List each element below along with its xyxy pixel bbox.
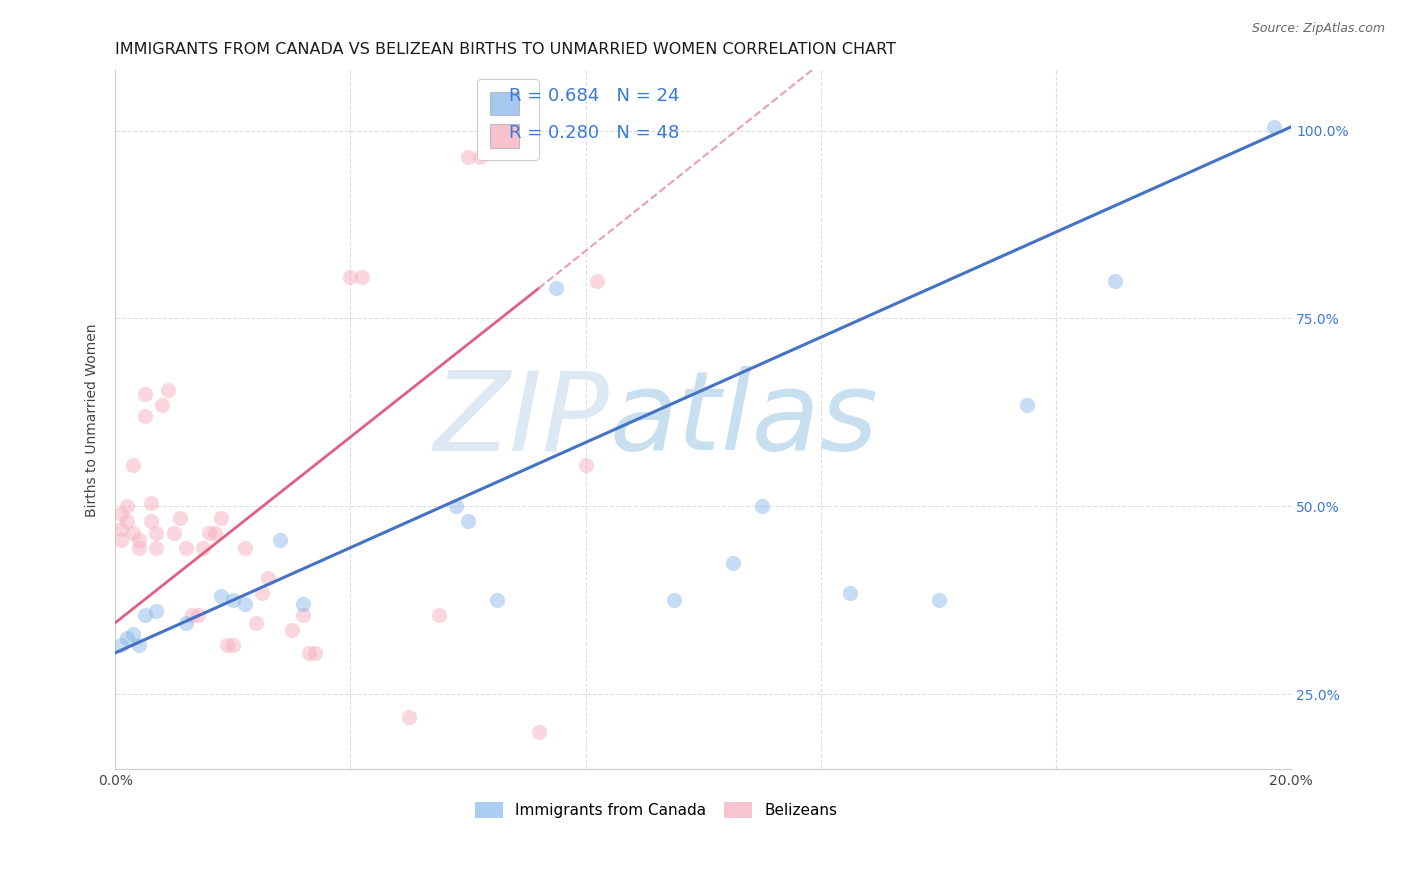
Point xyxy=(209,510,232,524)
Point xyxy=(187,608,209,623)
Point xyxy=(222,638,245,652)
Point xyxy=(516,135,538,149)
Point xyxy=(139,495,162,509)
Point xyxy=(180,608,202,623)
Point xyxy=(352,270,374,285)
Point xyxy=(233,597,256,611)
Point xyxy=(134,608,156,623)
Point xyxy=(204,525,226,540)
Point xyxy=(304,646,326,660)
Point xyxy=(110,638,132,652)
Point xyxy=(292,608,315,623)
Point xyxy=(245,615,267,630)
Point xyxy=(145,605,167,619)
Y-axis label: Births to Unmarried Women: Births to Unmarried Women xyxy=(86,323,100,516)
Point xyxy=(115,514,138,528)
Point xyxy=(134,386,156,401)
Text: atlas: atlas xyxy=(609,367,877,474)
Text: Source: ZipAtlas.com: Source: ZipAtlas.com xyxy=(1251,22,1385,36)
Point xyxy=(150,398,173,412)
Point xyxy=(222,593,245,607)
Text: R = 0.684   N = 24: R = 0.684 N = 24 xyxy=(509,87,679,105)
Point xyxy=(446,500,468,514)
Point xyxy=(427,608,450,623)
Point xyxy=(546,281,568,295)
Point xyxy=(586,274,609,288)
Point xyxy=(128,638,150,652)
Point xyxy=(145,541,167,555)
Point xyxy=(134,409,156,423)
Point xyxy=(209,590,232,604)
Point xyxy=(468,150,491,164)
Point xyxy=(751,500,773,514)
Point xyxy=(157,383,180,397)
Point xyxy=(163,525,186,540)
Point xyxy=(1104,274,1126,288)
Text: IMMIGRANTS FROM CANADA VS BELIZEAN BIRTHS TO UNMARRIED WOMEN CORRELATION CHART: IMMIGRANTS FROM CANADA VS BELIZEAN BIRTH… xyxy=(115,42,896,57)
Point xyxy=(292,597,315,611)
Legend: Immigrants from Canada, Belizeans: Immigrants from Canada, Belizeans xyxy=(470,796,844,824)
Point xyxy=(1263,120,1285,134)
Point xyxy=(115,631,138,645)
Point xyxy=(110,522,132,536)
Point xyxy=(457,150,479,164)
Point xyxy=(193,541,215,555)
Point xyxy=(1015,398,1038,412)
Point xyxy=(122,458,145,472)
Point xyxy=(110,507,132,521)
Point xyxy=(174,615,197,630)
Point xyxy=(280,624,302,638)
Point xyxy=(298,646,321,660)
Point xyxy=(839,585,862,599)
Point xyxy=(122,627,145,641)
Point xyxy=(721,556,744,570)
Point xyxy=(169,510,191,524)
Point xyxy=(928,593,950,607)
Point xyxy=(128,541,150,555)
Point xyxy=(115,500,138,514)
Point xyxy=(457,514,479,528)
Text: ZIP: ZIP xyxy=(433,367,609,474)
Point xyxy=(398,709,420,723)
Text: R = 0.280   N = 48: R = 0.280 N = 48 xyxy=(509,124,679,143)
Point xyxy=(233,541,256,555)
Point xyxy=(575,458,598,472)
Point xyxy=(339,270,361,285)
Point xyxy=(145,525,167,540)
Point xyxy=(110,533,132,547)
Point xyxy=(128,533,150,547)
Point xyxy=(122,525,145,540)
Point xyxy=(198,525,221,540)
Point xyxy=(486,138,509,153)
Point xyxy=(527,724,550,739)
Point xyxy=(257,571,280,585)
Point xyxy=(486,593,509,607)
Point xyxy=(662,593,685,607)
Point xyxy=(139,514,162,528)
Point xyxy=(252,585,274,599)
Point xyxy=(174,541,197,555)
Point xyxy=(215,638,238,652)
Point xyxy=(474,146,496,161)
Point xyxy=(269,533,291,547)
